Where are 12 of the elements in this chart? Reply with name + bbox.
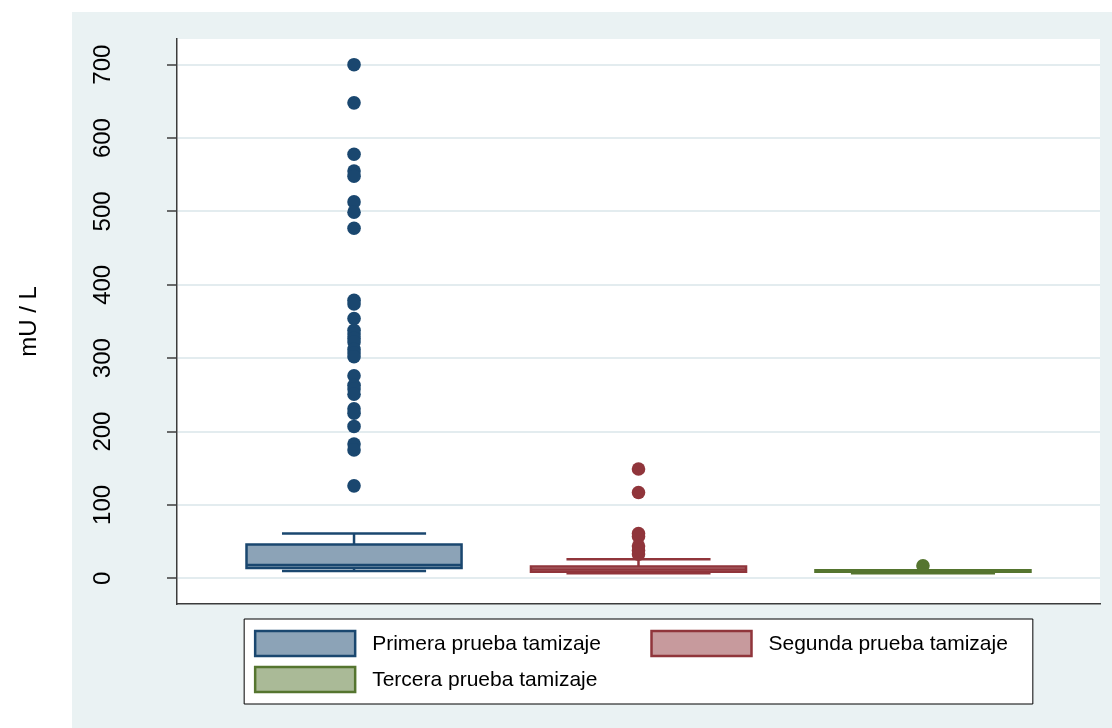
y-tick-label: 500 [88,191,115,232]
y-tick-label: 400 [88,264,115,305]
y-axis-title: mU / L [14,286,42,357]
y-tick-label: 600 [88,118,115,159]
y-tick-label: 300 [88,338,115,379]
y-tick-label: 100 [88,484,115,525]
legend-label: Primera prueba tamizaje [372,631,601,655]
y-tick-label: 200 [88,411,115,452]
y-tick-label: 0 [88,571,115,585]
legend-label: Tercera prueba tamizaje [372,667,598,691]
legend-label: Segunda prueba tamizaje [768,631,1008,655]
y-tick-label: 700 [88,44,115,85]
